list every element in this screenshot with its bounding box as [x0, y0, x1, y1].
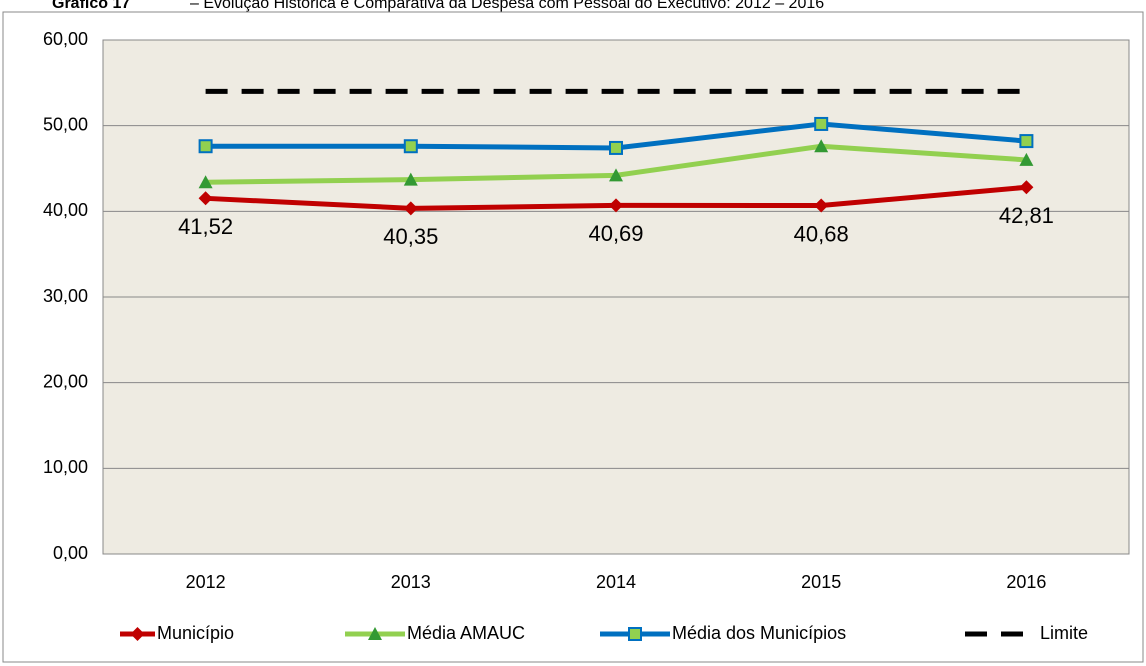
legend-marker [368, 627, 382, 640]
y-tick-label: 30,00 [43, 286, 88, 306]
data-point [1019, 180, 1034, 195]
x-tick-label: 2015 [801, 572, 841, 592]
data-point [198, 175, 213, 189]
data-label: 40,68 [794, 221, 849, 246]
x-tick-label: 2014 [596, 572, 636, 592]
data-label: 41,52 [178, 214, 233, 239]
data-label: 42,81 [999, 203, 1054, 228]
data-point [198, 139, 213, 154]
x-tick-label: 2013 [391, 572, 431, 592]
y-tick-label: 10,00 [43, 457, 88, 477]
data-point [1019, 134, 1034, 149]
data-point [198, 191, 213, 206]
data-point [814, 116, 829, 131]
legend-marker [130, 627, 145, 641]
data-point [609, 140, 623, 155]
x-tick-label: 2016 [1006, 572, 1046, 592]
data-point [403, 139, 418, 154]
legend-marker [628, 627, 642, 641]
x-tick-label: 2012 [186, 572, 226, 592]
legend-label: Média dos Municípios [672, 623, 846, 643]
data-label: 40,35 [383, 224, 438, 249]
y-tick-label: 50,00 [43, 114, 88, 134]
data-point [1019, 152, 1034, 166]
legend-label: Média AMAUC [407, 623, 525, 643]
data-point [403, 172, 418, 186]
data-point [609, 168, 623, 182]
y-tick-label: 20,00 [43, 371, 88, 391]
data-point [403, 201, 418, 216]
figure-label: Gráfico 17 [52, 0, 130, 12]
y-tick-label: 60,00 [43, 29, 88, 49]
y-tick-label: 0,00 [53, 543, 88, 563]
data-point [814, 198, 829, 213]
legend-label: Limite [1040, 623, 1088, 643]
chart-title: – Evolução Histórica e Comparativa da De… [190, 0, 824, 12]
data-point [814, 139, 829, 153]
y-tick-label: 40,00 [43, 200, 88, 220]
legend-label: Município [157, 623, 234, 643]
data-label: 40,69 [588, 221, 643, 246]
data-point [609, 198, 623, 213]
